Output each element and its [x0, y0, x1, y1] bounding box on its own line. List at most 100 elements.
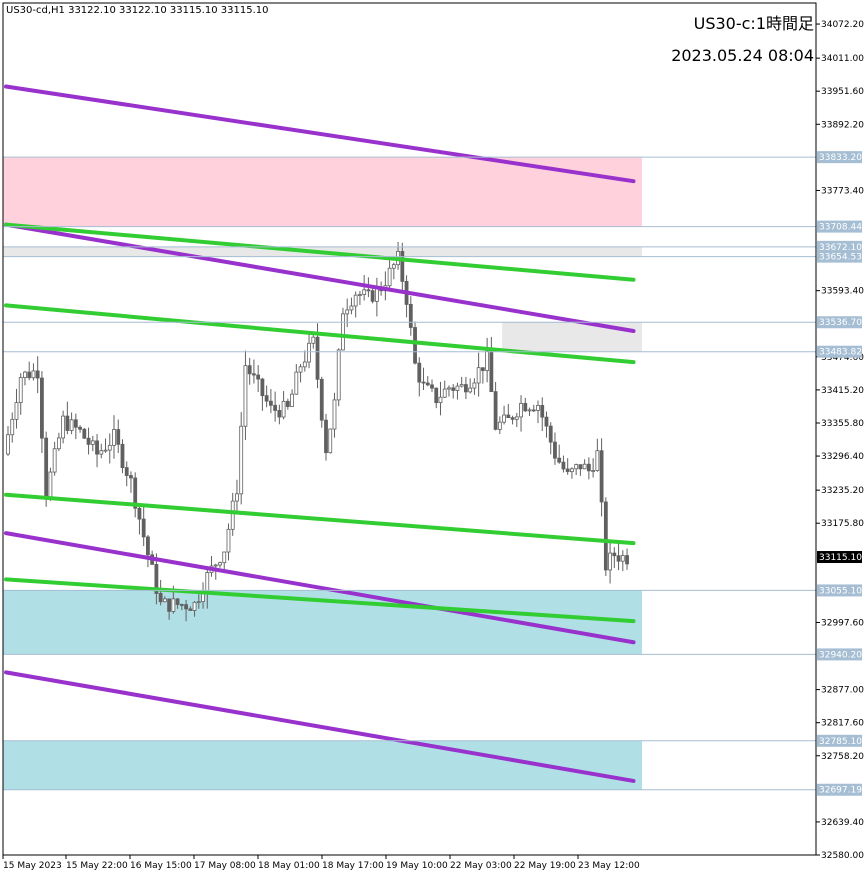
candle-body	[421, 381, 426, 384]
level-price-tag	[817, 240, 862, 253]
candle-body	[14, 402, 19, 420]
candle-body	[56, 437, 61, 450]
candle-body	[171, 598, 176, 612]
x-tick-label: 17 May 08:00	[194, 861, 256, 871]
candle-body	[146, 536, 150, 556]
candle-body	[366, 289, 371, 292]
candle-body	[179, 604, 184, 606]
level-price-tag	[817, 584, 862, 597]
x-tick-label: 18 May 17:00	[322, 861, 384, 871]
candle-body	[188, 608, 193, 611]
candle-body	[434, 387, 439, 404]
purple-trendline-2	[4, 531, 636, 645]
candle-body	[315, 336, 320, 380]
candle-body	[540, 405, 545, 418]
plot-frame	[2, 2, 817, 856]
y-tick-label: 32639.40	[821, 818, 864, 828]
grey-zone-2	[502, 322, 642, 352]
candle-body	[620, 555, 625, 562]
candle-body	[213, 564, 218, 567]
candle-body	[69, 419, 74, 431]
candle-body	[574, 464, 579, 470]
x-tick-label: 16 May 15:00	[130, 861, 192, 871]
y-tick-label: 33773.40	[821, 186, 864, 196]
candle-body	[158, 593, 163, 603]
y-tick-label: 33951.60	[821, 87, 864, 97]
x-axis: 15 May 2023 15 May 22:00 16 May 15:00 17 Ma…	[2, 855, 640, 871]
level-price-label: 33833.20	[819, 153, 862, 163]
candle-body	[506, 414, 511, 419]
y-tick-label: 32580.00	[821, 851, 864, 861]
candle-body	[502, 414, 506, 423]
candle-body	[95, 440, 99, 455]
candle-body	[447, 387, 451, 390]
candle-body	[154, 563, 159, 594]
candle-body	[548, 425, 553, 443]
y-tick-label: 33892.20	[821, 120, 864, 130]
candle-body	[328, 428, 333, 454]
candle-body	[464, 384, 468, 393]
candle-body	[90, 440, 95, 445]
levels-layer	[3, 156, 816, 791]
candle-body	[387, 267, 392, 287]
candle-body	[425, 382, 430, 386]
x-tick-label: 22 May 03:00	[450, 861, 512, 871]
level-price-label: 32697.19	[819, 786, 862, 796]
green-trendline-6	[4, 492, 636, 546]
candle-body	[268, 400, 273, 406]
candle-body	[345, 309, 350, 315]
candle-body	[586, 463, 591, 472]
level-price-tag	[817, 316, 862, 329]
candle-body	[582, 463, 587, 470]
candle-body	[256, 374, 261, 380]
candle-body	[514, 416, 519, 420]
candle-body	[362, 289, 367, 295]
candle-body	[553, 441, 557, 459]
candle-body	[417, 362, 422, 383]
x-tick-label: 22 May 19:00	[514, 861, 576, 871]
candle-body	[557, 457, 562, 463]
candle-body	[497, 421, 502, 430]
level-price-tag	[817, 250, 862, 263]
x-tick-label: 15 May 2023	[3, 861, 62, 871]
candle-body	[459, 384, 464, 387]
candle-body	[65, 415, 70, 431]
candle-body	[116, 429, 121, 445]
candle-body	[336, 349, 341, 401]
chart-title: US30-c:1時間足	[693, 14, 814, 33]
current-price-tag	[817, 551, 862, 564]
candle-body	[86, 437, 91, 445]
trendlines-layer	[4, 84, 636, 783]
level-price-label: 33055.10	[819, 586, 862, 596]
candle-body	[264, 395, 269, 402]
level-price-label: 33708.44	[819, 223, 862, 233]
candle-body	[196, 601, 201, 604]
x-tick-label: 15 May 22:00	[66, 861, 128, 871]
candle-body	[10, 418, 15, 436]
candle-body	[133, 477, 138, 509]
candle-body	[519, 402, 523, 418]
candle-body	[99, 450, 104, 455]
y-tick-label: 34072.20	[821, 20, 864, 30]
candle-body	[302, 361, 307, 368]
candle-body	[6, 434, 10, 455]
candle-body	[324, 419, 328, 454]
candle-body	[120, 443, 125, 468]
level-price-label: 33654.53	[819, 253, 862, 263]
candle-body	[430, 384, 434, 389]
level-price-label: 33672.10	[819, 243, 862, 253]
y-axis: 34072.20 34011.00 33951.60 33892.20 33773.40…	[816, 20, 864, 861]
candle-body	[544, 416, 549, 427]
level-price-label: 32940.20	[819, 650, 862, 660]
candle-body	[455, 385, 460, 391]
level-price-tag	[817, 151, 862, 164]
candle-body	[82, 428, 87, 439]
candle-body	[252, 373, 256, 376]
level-price-tag	[817, 648, 862, 661]
candle-body	[31, 370, 36, 379]
candle-body	[578, 464, 583, 470]
y-tick-label: 33474.60	[821, 353, 864, 363]
level-price-label: 33483.82	[819, 348, 862, 358]
candle-body	[277, 410, 282, 418]
